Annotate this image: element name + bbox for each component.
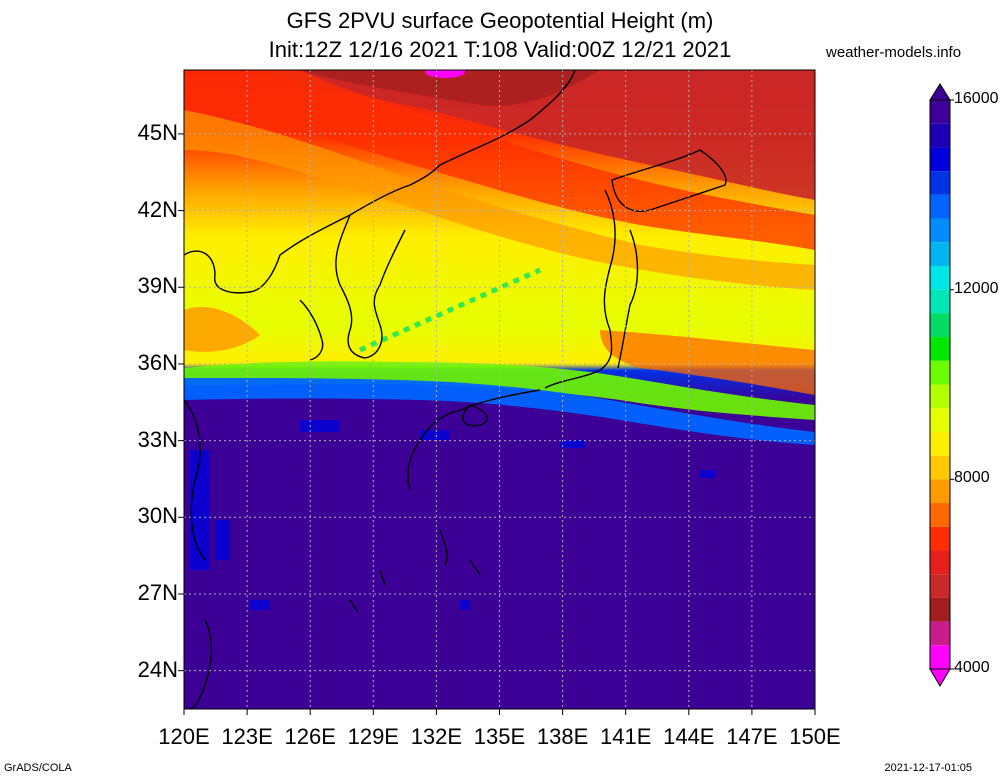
lon-label: 120E (158, 724, 210, 749)
jet-core (300, 70, 600, 106)
colorbar-label: 4000 (954, 659, 990, 676)
coast-korea-east (335, 214, 406, 359)
colorbar-swatch (930, 479, 950, 504)
colorbar-swatch (930, 123, 950, 148)
lat-label: 27N (137, 579, 178, 605)
footer-timestamp: 2021-12-17-01:05 (884, 762, 972, 774)
lon-label: 129E (347, 724, 399, 749)
graticule (184, 70, 815, 709)
lon-label: 126E (284, 724, 336, 749)
coast-russia (439, 69, 576, 166)
colorbar-swatch (930, 455, 950, 480)
coast-hokkaido (611, 149, 727, 212)
colorbar-swatch (930, 337, 950, 361)
lon-label: 147E (726, 724, 778, 749)
orange-band (184, 110, 815, 290)
coast-honshu-east (617, 229, 639, 369)
lat-label: 45N (137, 119, 178, 145)
green-streak (358, 267, 542, 353)
lon-label: 141E (599, 724, 652, 749)
colorbar-swatch (930, 100, 950, 124)
orange-patch-east (600, 330, 815, 395)
blue-band (184, 378, 815, 445)
colorbar-swatch (930, 265, 950, 290)
lat-label: 30N (137, 503, 178, 529)
colorbar-swatch (930, 218, 950, 243)
lat-label: 39N (137, 273, 178, 299)
lat-label: 42N (137, 196, 178, 222)
lat-label: 24N (137, 656, 178, 682)
colorbar (929, 83, 954, 687)
coast-china-korea-north (183, 164, 441, 294)
colorbar-top-arrow (929, 83, 951, 101)
lat-label: 36N (137, 349, 178, 375)
chart-title: GFS 2PVU surface Geopotential Height (m) (286, 8, 714, 33)
colorbar-swatch (930, 242, 950, 266)
ryukyu-islands (349, 529, 481, 613)
colorbar-bottom-arrow (929, 668, 951, 687)
colorbar-swatch (930, 431, 950, 456)
magenta-spot (425, 70, 465, 78)
colorbar-swatch (930, 597, 950, 622)
colorbar-swatch (930, 550, 950, 575)
coast-taiwan (189, 619, 213, 710)
colorbar-swatch (930, 574, 950, 598)
colorbar-swatch (930, 503, 950, 527)
coast-kyushu (407, 389, 541, 491)
axis-ticks (178, 133, 816, 715)
colorbar-swatch (930, 171, 950, 195)
source-label: weather-models.info (826, 44, 962, 61)
colorbar-label: 12000 (954, 279, 999, 297)
green-band (184, 361, 815, 420)
lon-label: 135E (473, 724, 526, 749)
coast-china-east (183, 399, 206, 561)
colorbar-swatch (930, 526, 950, 551)
lon-label: 144E (663, 724, 715, 749)
colorbar-swatch (930, 147, 950, 172)
colorbar-swatch (930, 360, 950, 385)
colorbar-swatch (930, 621, 950, 646)
coastlines (183, 69, 727, 710)
orange-patch-west (184, 306, 260, 352)
colorbar-swatch (930, 289, 950, 314)
lon-label: 138E (536, 724, 589, 749)
colorbar-label: 8000 (954, 469, 990, 487)
lat-label: 33N (137, 426, 178, 452)
footer-left: GrADS/COLA (4, 762, 72, 774)
coast-honshu-west (544, 189, 616, 389)
coast-shikoku (461, 404, 489, 427)
coast-korea-west (299, 299, 324, 361)
dark-red-band (260, 70, 815, 200)
field-layer (184, 70, 815, 709)
colorbar-swatch (930, 194, 950, 219)
lon-label: 150E (789, 724, 841, 749)
colorbar-label: 16000 (954, 90, 999, 107)
colorbar-swatch (930, 313, 950, 338)
colorbar-swatch (930, 408, 950, 432)
chart-subtitle: Init:12Z 12/16 2021 T:108 Valid:00Z 12/2… (268, 37, 732, 62)
lon-label: 132E (410, 724, 463, 749)
lon-label: 123E (221, 724, 273, 749)
colorbar-swatch (930, 645, 950, 669)
colorbar-swatch (930, 384, 950, 409)
